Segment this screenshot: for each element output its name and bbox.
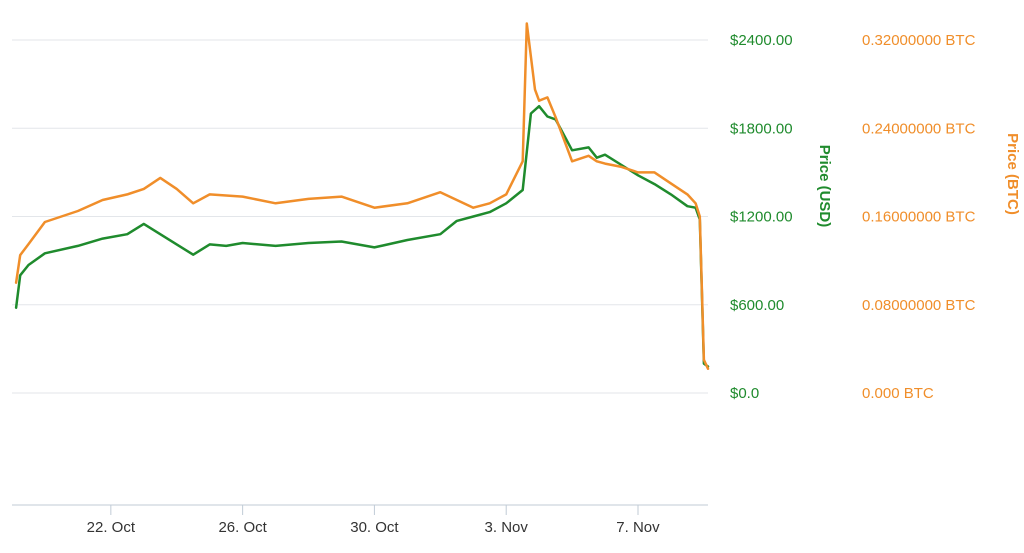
y-tick-label-btc: 0.16000000 BTC — [862, 209, 976, 226]
x-tick-label: 30. Oct — [350, 519, 399, 536]
y-axis-usd-ticks: $0.0 $600.00 $1200.00 $1800.00 $2400.00 — [730, 32, 793, 402]
y-tick-label-btc: 0.32000000 BTC — [862, 32, 976, 49]
y-axis-usd-title: Price (USD) — [816, 145, 833, 228]
y-tick-label-btc: 0.24000000 BTC — [862, 120, 976, 137]
grid-lines — [12, 39, 708, 394]
y-tick-label-usd: $1800.00 — [730, 120, 793, 137]
y-tick-label-btc: 0.08000000 BTC — [862, 297, 976, 314]
x-tick-label: 3. Nov — [485, 519, 529, 536]
y-tick-label-usd: $1200.00 — [730, 209, 793, 226]
y-axis-btc-ticks: 0.000 BTC 0.08000000 BTC 0.16000000 BTC 0.2… — [862, 32, 976, 402]
x-tick-label: 26. Oct — [218, 519, 267, 536]
series-lines — [14, 22, 710, 370]
x-tick-label: 22. Oct — [87, 519, 136, 536]
y-tick-label-usd: $0.0 — [730, 385, 759, 402]
y-tick-label-btc: 0.000 BTC — [862, 385, 934, 402]
x-tick-label: 7. Nov — [616, 519, 660, 536]
y-axis-btc-title: Price (BTC) — [1004, 133, 1021, 215]
y-tick-label-usd: $600.00 — [730, 297, 784, 314]
series-line-btc — [14, 22, 710, 370]
series-line-usd — [14, 104, 710, 368]
y-tick-label-usd: $2400.00 — [730, 32, 793, 49]
x-ticks: 22. Oct 26. Oct 30. Oct 3. Nov 7. Nov — [87, 505, 660, 536]
